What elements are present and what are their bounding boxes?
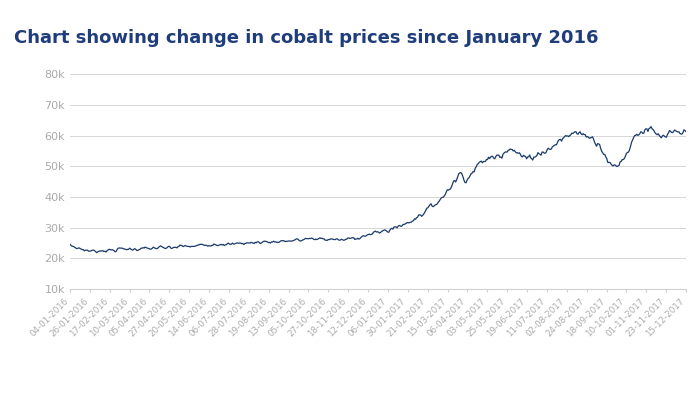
Text: Chart showing change in cobalt prices since January 2016: Chart showing change in cobalt prices si… bbox=[14, 29, 598, 47]
